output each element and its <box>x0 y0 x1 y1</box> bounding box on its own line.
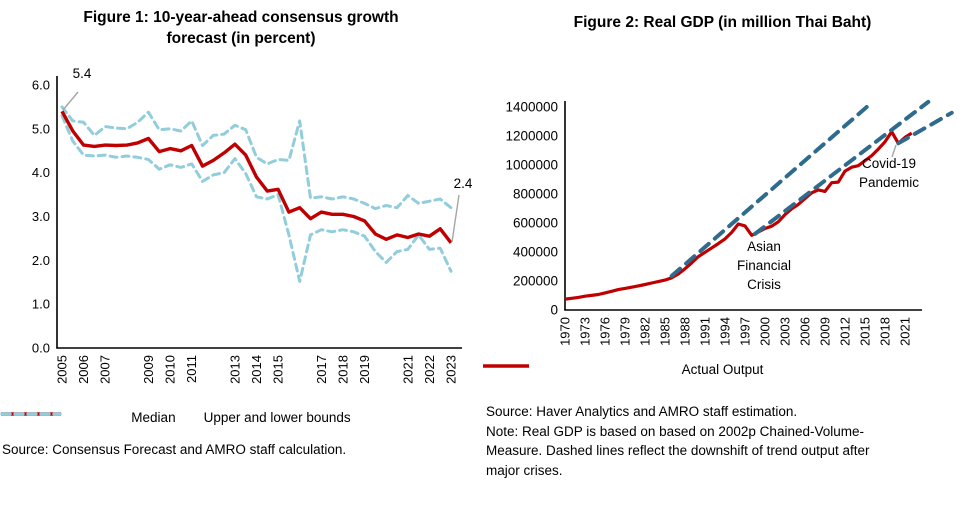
svg-text:2006: 2006 <box>76 355 91 384</box>
svg-text:2015: 2015 <box>271 355 286 384</box>
svg-text:2021: 2021 <box>400 355 415 384</box>
figure1-chart: 0.0 1.0 2.0 3.0 4.0 5.0 6.0 2005 2006 2007 2009 201… <box>32 76 462 384</box>
legend-item-actual-output: Actual Output <box>483 362 764 377</box>
svg-text:1982: 1982 <box>638 317 653 346</box>
afc-line2: Financial <box>736 258 792 273</box>
svg-text:1994: 1994 <box>718 317 733 346</box>
svg-text:1997: 1997 <box>738 317 753 346</box>
svg-text:2010: 2010 <box>163 355 178 384</box>
figure1-panel: Figure 1: 10-year-ahead consensus growth… <box>0 9 482 457</box>
svg-text:200000: 200000 <box>513 274 558 289</box>
svg-text:2.0: 2.0 <box>32 253 50 268</box>
svg-text:2007: 2007 <box>98 355 113 384</box>
figure2-title: Figure 2: Real GDP (in million Thai Baht… <box>573 14 872 31</box>
svg-text:0: 0 <box>550 303 558 318</box>
svg-text:3.0: 3.0 <box>32 209 50 224</box>
svg-text:400000: 400000 <box>513 245 558 260</box>
figure2-legend: Actual Output <box>482 362 963 377</box>
svg-text:2021: 2021 <box>898 317 913 346</box>
svg-text:2023: 2023 <box>443 355 458 384</box>
source2-line1: Source: Haver Analytics and AMRO staff e… <box>486 404 798 419</box>
svg-text:1970: 1970 <box>558 317 573 346</box>
svg-text:1988: 1988 <box>678 317 693 346</box>
svg-text:800000: 800000 <box>513 187 558 202</box>
svg-text:2006: 2006 <box>798 317 813 346</box>
figure1-source-note: Source: Consensus Forecast and AMRO staf… <box>2 442 347 457</box>
legend-label-actual-output: Actual Output <box>681 362 764 377</box>
svg-text:600000: 600000 <box>513 216 558 231</box>
svg-text:2012: 2012 <box>838 317 853 346</box>
afc-line3: Crisis <box>747 277 781 292</box>
actual-output-line-sample <box>483 364 529 368</box>
bounds-line-sample <box>0 412 62 416</box>
svg-text:2005: 2005 <box>55 355 70 384</box>
svg-text:2014: 2014 <box>249 355 264 384</box>
figure2-panel: Figure 2: Real GDP (in million Thai Baht… <box>482 0 963 505</box>
svg-text:2011: 2011 <box>184 355 199 383</box>
svg-text:1000000: 1000000 <box>505 158 558 173</box>
svg-text:0.0: 0.0 <box>32 341 50 356</box>
afc-line1: Asian <box>747 239 781 254</box>
svg-text:1991: 1991 <box>698 317 713 346</box>
legend-item-median: Median <box>1 410 176 425</box>
svg-text:1976: 1976 <box>598 317 613 346</box>
svg-text:1985: 1985 <box>658 317 673 346</box>
source2-line4: major crises. <box>486 462 563 478</box>
asian-financial-crisis-annotation: Asian Financial Crisis <box>701 237 827 294</box>
source2-line2: Note: Real GDP is based on based on 2002… <box>486 423 864 439</box>
svg-text:2015: 2015 <box>858 317 873 346</box>
legend-item-bounds: Upper and lower bounds <box>0 410 351 425</box>
figure2-source-note: Source: Haver Analytics and AMRO staff e… <box>486 402 960 480</box>
svg-text:1400000: 1400000 <box>505 100 558 115</box>
svg-text:6.0: 6.0 <box>32 78 50 93</box>
figure2-chart-area: 0 200000 400000 600000 800000 1000000 1200000 1… <box>482 65 963 403</box>
svg-text:1200000: 1200000 <box>505 129 558 144</box>
svg-text:2018: 2018 <box>335 355 350 384</box>
covid-line1: Covid-19 <box>861 156 917 171</box>
svg-text:1.0: 1.0 <box>32 297 50 312</box>
figure1-legend: Median Upper and lower bounds <box>0 410 482 425</box>
svg-text:2013: 2013 <box>227 355 242 384</box>
svg-text:1973: 1973 <box>578 317 593 346</box>
svg-text:2022: 2022 <box>422 355 437 384</box>
svg-text:1979: 1979 <box>618 317 633 346</box>
figure2-chart: 0 200000 400000 600000 800000 1000000 1200000 1… <box>505 100 954 346</box>
covid-line2: Pandemic <box>858 175 920 190</box>
svg-text:5.0: 5.0 <box>32 121 50 136</box>
source2-line3: Measure. Dashed lines reflect the downsh… <box>486 443 870 458</box>
figure1-title-line2: forecast (in percent) <box>166 30 316 47</box>
figure1-title-line1: Figure 1: 10-year-ahead consensus growth <box>83 9 399 26</box>
legend-label-bounds: Upper and lower bounds <box>203 410 351 425</box>
legend-label-median: Median <box>131 410 176 425</box>
svg-text:2019: 2019 <box>357 355 372 384</box>
figure1-end-value-label: 2.4 <box>453 176 473 191</box>
svg-text:2018: 2018 <box>878 317 893 346</box>
svg-text:2017: 2017 <box>314 355 329 384</box>
svg-text:2009: 2009 <box>141 355 156 384</box>
svg-text:2009: 2009 <box>818 317 833 346</box>
svg-text:2000: 2000 <box>758 317 773 346</box>
svg-text:2003: 2003 <box>778 317 793 346</box>
covid19-pandemic-annotation: Covid-19 Pandemic <box>826 154 952 192</box>
figure1-chart-area: 0.0 1.0 2.0 3.0 4.0 5.0 6.0 2005 2006 2007 2009 201… <box>0 60 482 410</box>
svg-text:4.0: 4.0 <box>32 165 50 180</box>
figure1-start-value-label: 5.4 <box>72 66 92 81</box>
